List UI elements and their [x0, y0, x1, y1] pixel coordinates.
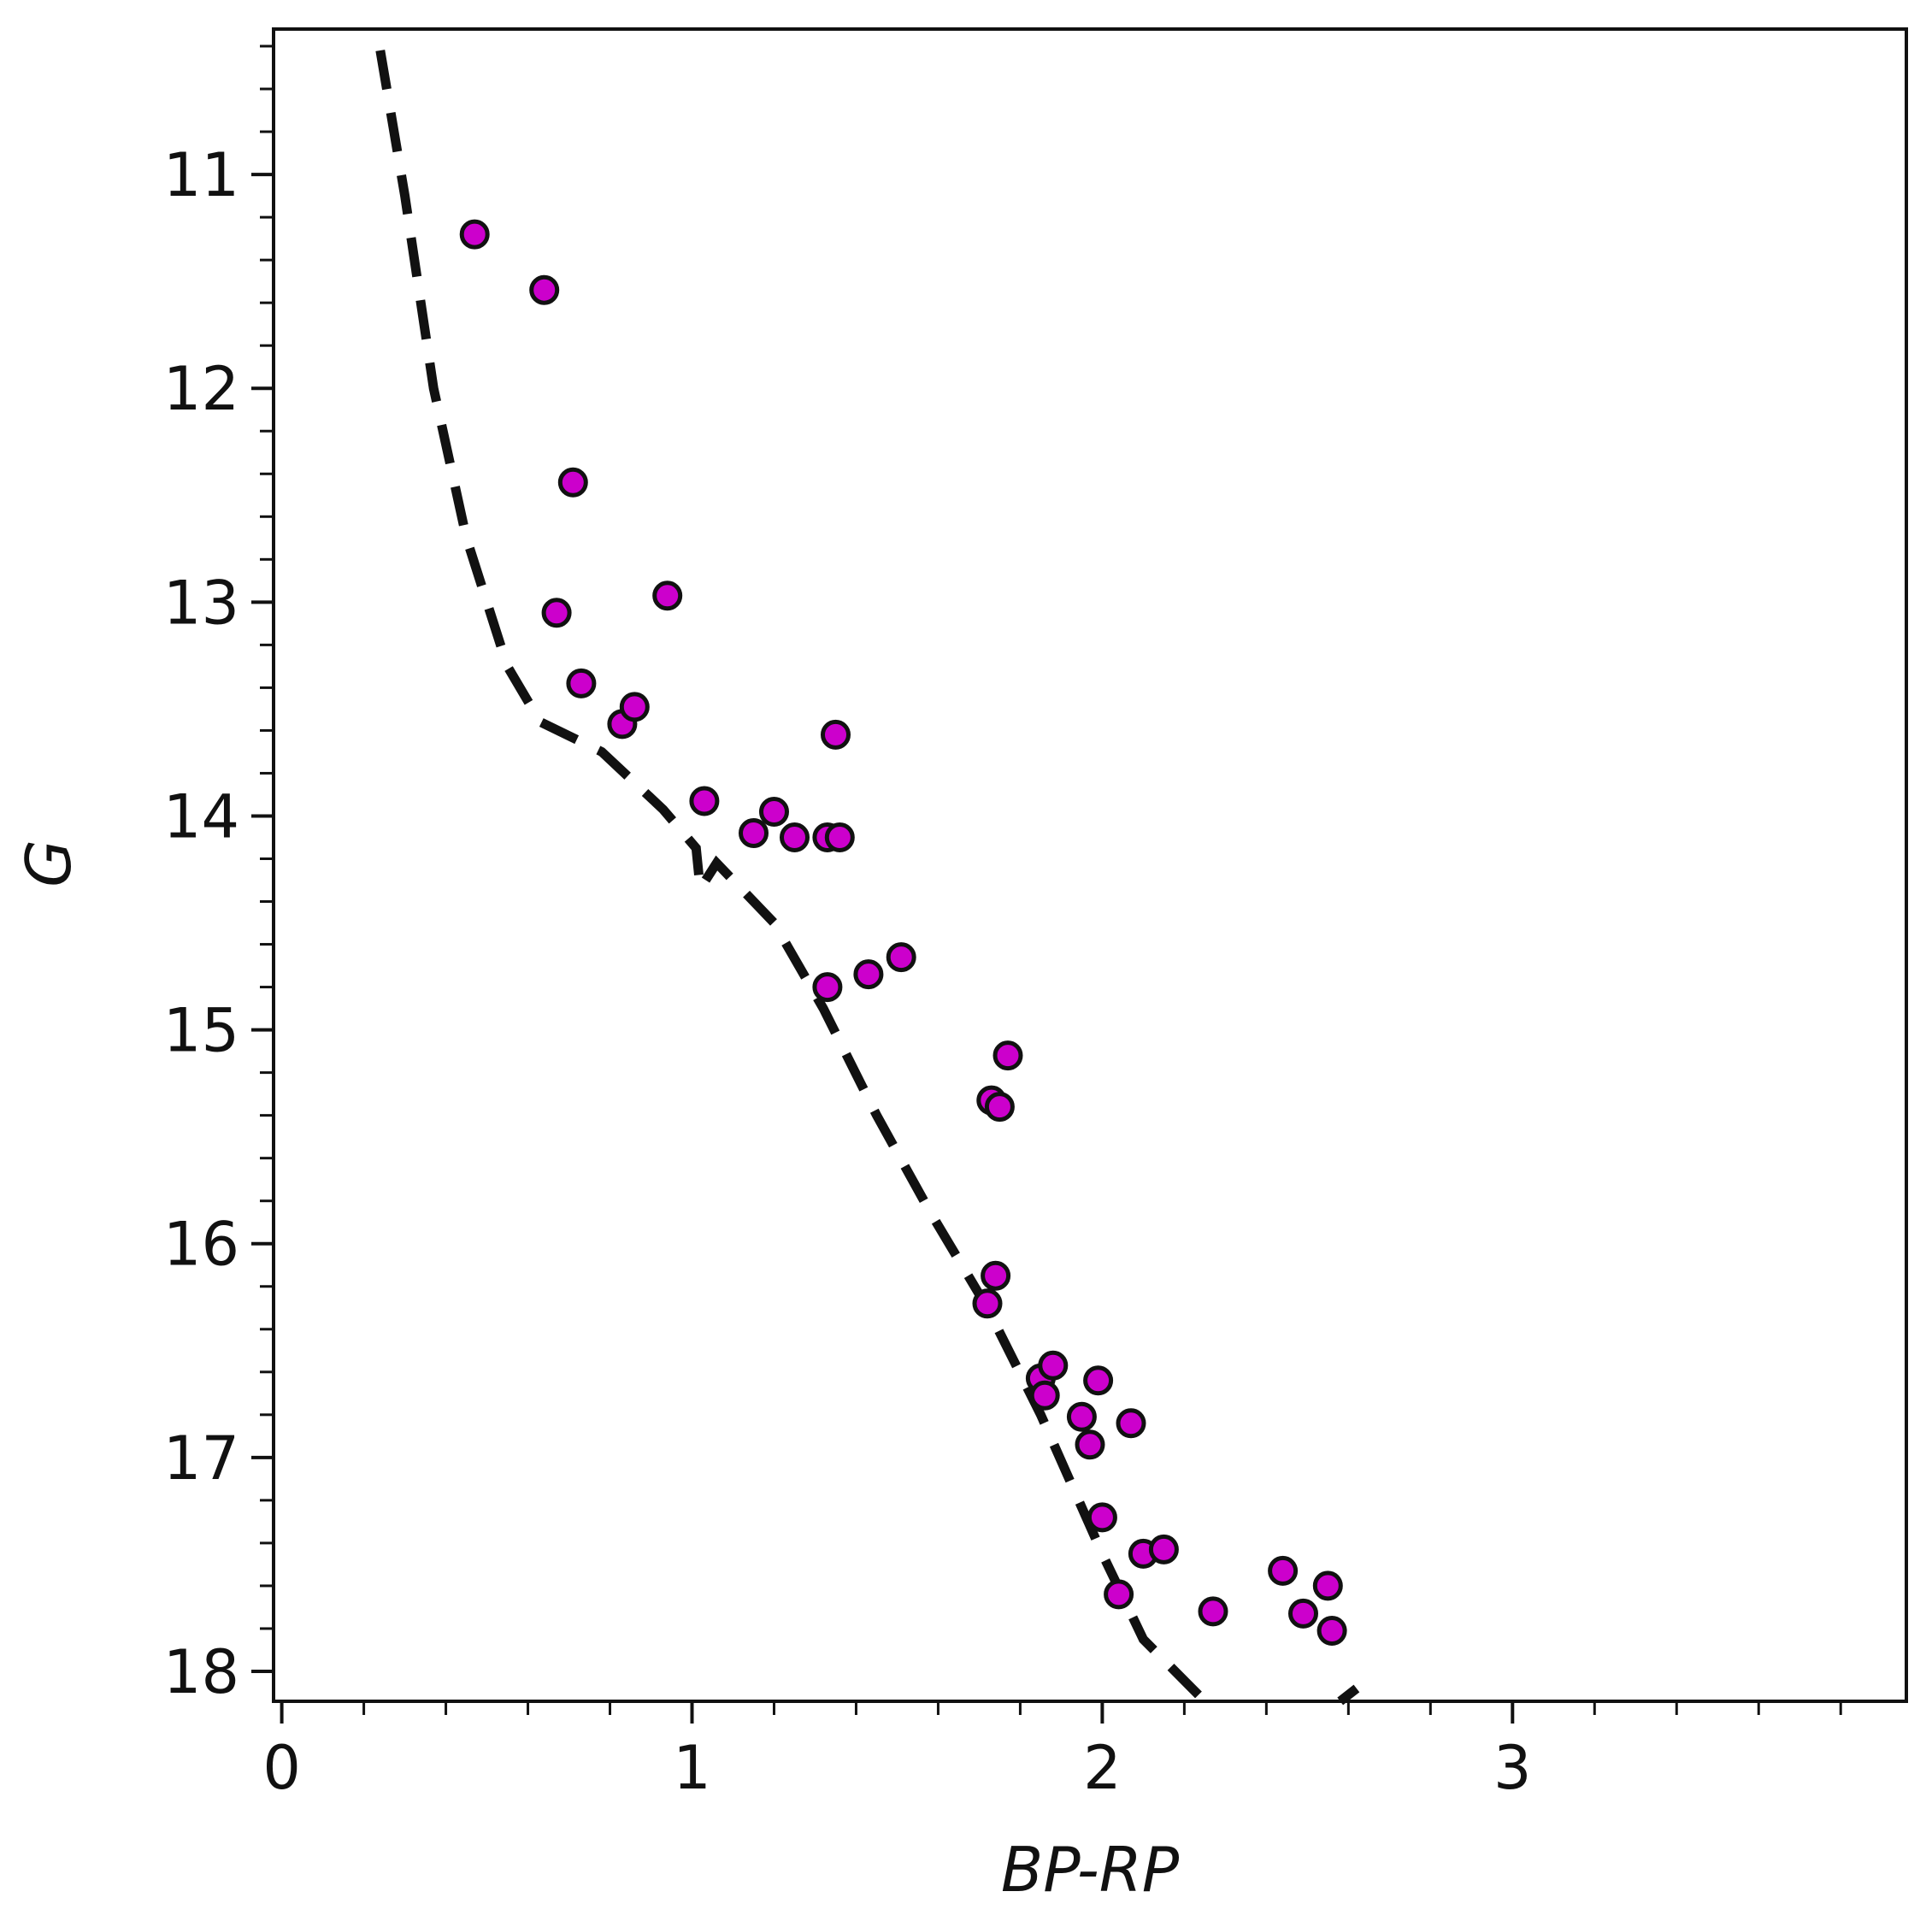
star-point-8: [821, 719, 851, 750]
star-point-37: [1288, 1598, 1318, 1629]
star-point-22: [972, 1288, 1003, 1319]
star-point-4: [652, 580, 683, 611]
star-point-10: [739, 818, 769, 848]
star-point-1: [529, 274, 560, 305]
y-tick-label: 17: [163, 1423, 239, 1494]
x-tick-label: 3: [1493, 1733, 1532, 1803]
star-point-18: [993, 1040, 1023, 1071]
y-tick-label: 11: [163, 140, 239, 210]
star-point-21: [981, 1260, 1011, 1291]
star-point-20: [984, 1092, 1015, 1123]
star-point-25: [1029, 1380, 1060, 1411]
y-axis-label: G: [13, 840, 85, 887]
star-point-34: [1198, 1596, 1228, 1627]
y-tick-label: 16: [163, 1210, 239, 1280]
y-tick-label: 15: [163, 996, 239, 1066]
star-point-16: [853, 959, 884, 990]
y-tick-label: 13: [163, 568, 239, 638]
star-point-35: [1268, 1555, 1299, 1586]
star-point-15: [812, 972, 843, 1003]
star-point-2: [557, 467, 588, 498]
y-tick-label: 18: [163, 1637, 239, 1707]
isochrone-line-2: [1337, 1684, 1360, 1706]
star-point-33: [1104, 1579, 1134, 1610]
star-point-24: [1038, 1350, 1069, 1381]
star-point-26: [1083, 1365, 1114, 1396]
star-point-7: [619, 692, 650, 722]
star-point-32: [1148, 1534, 1179, 1564]
star-point-11: [759, 797, 789, 827]
star-point-17: [886, 942, 916, 973]
series-layer: [375, 50, 1360, 1706]
star-point-12: [780, 822, 810, 852]
star-point-14: [824, 822, 855, 852]
star-point-28: [1116, 1408, 1146, 1439]
plot-frame: [272, 27, 1908, 1703]
star-point-3: [541, 598, 572, 628]
x-tick-label: 0: [262, 1733, 301, 1803]
star-point-27: [1066, 1401, 1097, 1432]
y-tick-label: 12: [163, 354, 239, 424]
x-axis-label: BP-RP: [1001, 1834, 1180, 1906]
star-point-29: [1075, 1429, 1105, 1460]
star-point-36: [1312, 1570, 1343, 1601]
x-tick-label: 1: [673, 1733, 711, 1803]
y-tick-label: 14: [163, 781, 239, 851]
star-point-38: [1316, 1616, 1347, 1646]
x-tick-label: 2: [1083, 1733, 1122, 1803]
star-point-5: [566, 668, 597, 698]
star-point-9: [689, 786, 720, 816]
star-point-30: [1087, 1502, 1117, 1533]
star-point-0: [459, 219, 490, 250]
